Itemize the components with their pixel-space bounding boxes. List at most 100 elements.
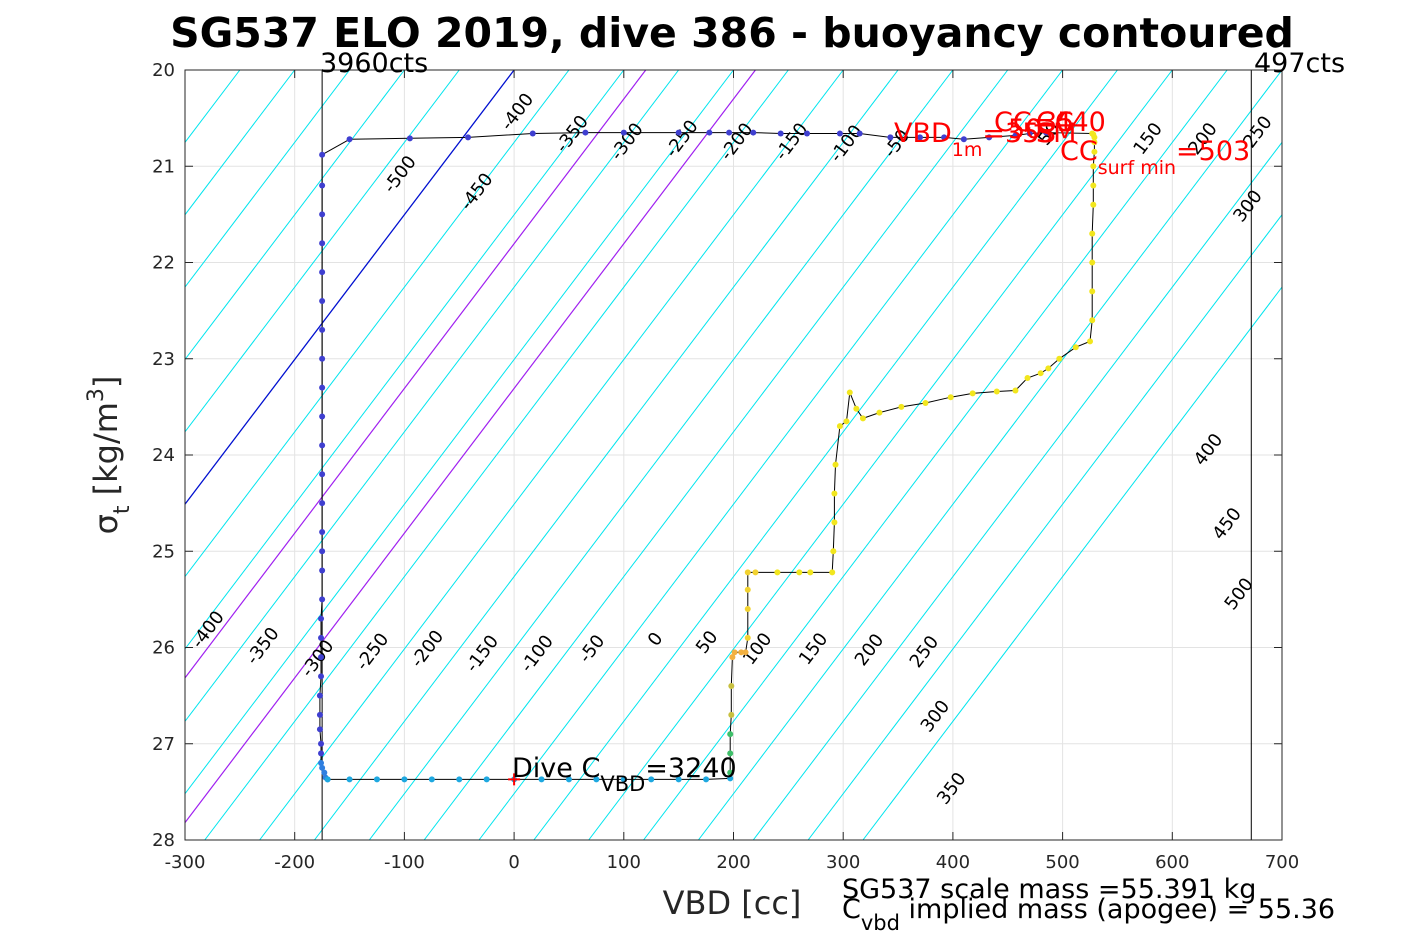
descent-point xyxy=(319,764,326,771)
contour-line xyxy=(423,70,1009,840)
ascent-point xyxy=(859,415,866,422)
implied-mass-label: Cvbd implied mass (apogee) = 55.36 xyxy=(842,894,1335,935)
ascent-point xyxy=(1012,387,1019,394)
x-tick-label: 500 xyxy=(1045,852,1079,873)
bottom-trace xyxy=(327,777,731,780)
y-axis-label: σt [kg/m3] xyxy=(84,376,135,535)
contour-line xyxy=(697,70,1282,840)
y-ticks: 20 21 22 23 24 25 26 27 28 xyxy=(152,60,1282,851)
surface-point xyxy=(726,129,733,136)
contour-line xyxy=(204,70,789,840)
ascent-point xyxy=(876,409,883,416)
bottom-point xyxy=(346,776,353,783)
dive-cvbd-label: Dive CVBD=3240 xyxy=(512,753,737,796)
ascent-point xyxy=(831,490,838,497)
ascent-point xyxy=(727,731,734,738)
ascent-point xyxy=(774,569,781,576)
ascent-point xyxy=(831,519,838,526)
descent-point xyxy=(319,384,326,391)
contour-line xyxy=(314,70,899,840)
surface-point xyxy=(406,135,413,142)
bottom-point xyxy=(428,776,435,783)
surface-trace xyxy=(349,132,1047,140)
data-series xyxy=(316,129,1098,786)
value-35-label: 35 xyxy=(1040,107,1074,138)
ascent-point xyxy=(830,548,837,555)
x-tick-label: 700 xyxy=(1265,852,1299,873)
ascent-point xyxy=(846,389,853,396)
ascent-point xyxy=(1056,355,1063,362)
surface-point xyxy=(916,134,923,141)
descent-point xyxy=(319,269,326,276)
bottom-point xyxy=(565,776,572,783)
bottom-point xyxy=(648,776,655,783)
y-tick-label: 26 xyxy=(152,638,175,659)
descent-point xyxy=(319,413,326,420)
x-tick-label: 600 xyxy=(1155,852,1189,873)
contour-line xyxy=(185,70,405,361)
descent-point xyxy=(319,471,326,478)
bottom-point xyxy=(593,776,600,783)
x-tick-label: 100 xyxy=(607,852,641,873)
ascent-point xyxy=(947,394,954,401)
descent-point xyxy=(316,711,323,718)
surface-point xyxy=(836,130,843,137)
ascent-point xyxy=(1091,148,1098,155)
ascent-point xyxy=(1090,182,1097,189)
bottom-point xyxy=(324,776,331,783)
contour-line xyxy=(533,70,1118,840)
descent-point xyxy=(319,442,326,449)
ascent-point xyxy=(744,569,751,576)
count-label-right: 497cts xyxy=(1254,48,1345,79)
surface-point xyxy=(803,130,810,137)
ascent-point xyxy=(1089,130,1096,137)
x-tick-label: 200 xyxy=(716,852,750,873)
contour-line xyxy=(185,70,625,650)
ascent-point xyxy=(1045,365,1052,372)
x-tick-label: 400 xyxy=(936,852,970,873)
red-annotations: CC=440 VBD1m=353 CCsurf min=503 SM CC 35… xyxy=(894,107,1250,179)
surface-point xyxy=(675,129,682,136)
contour-line-zero xyxy=(185,70,515,506)
surface-point xyxy=(960,136,967,143)
descent-point xyxy=(321,769,328,776)
value-50-label: 50 xyxy=(1008,114,1042,145)
contour-line xyxy=(862,286,1282,840)
bottom-point xyxy=(538,776,545,783)
ascent-point xyxy=(969,390,976,397)
x-tick-label: -300 xyxy=(165,852,206,873)
surface-point xyxy=(529,130,536,137)
contour-line-magenta xyxy=(185,70,647,679)
contour-line xyxy=(368,70,954,840)
ascent-point xyxy=(752,569,759,576)
y-tick-label: 28 xyxy=(152,830,175,851)
descent-point xyxy=(319,500,326,507)
ascent-point xyxy=(843,418,850,425)
ascent-point xyxy=(1090,201,1097,208)
ascent-point xyxy=(853,405,860,412)
y-tick-label: 27 xyxy=(152,734,175,755)
ascent-point xyxy=(922,400,929,407)
surface-point xyxy=(620,129,627,136)
descent-point xyxy=(318,760,325,766)
descent-point xyxy=(318,634,325,641)
ascent-point xyxy=(742,649,749,656)
contour-line xyxy=(752,141,1282,840)
count-label-left: 3960cts xyxy=(320,48,428,79)
bottom-point xyxy=(373,776,380,783)
connector-trace xyxy=(321,138,350,156)
ascent-point xyxy=(729,654,736,661)
descent-point xyxy=(318,740,325,747)
ascent-point xyxy=(1089,317,1096,324)
ascent-point xyxy=(807,569,814,576)
surface-point xyxy=(887,134,894,141)
contour-line xyxy=(185,70,460,433)
descent-point xyxy=(316,726,323,733)
ascent-point xyxy=(1089,259,1096,266)
ascent-point xyxy=(836,423,843,430)
descent-point xyxy=(319,567,326,574)
ascent-point xyxy=(1087,338,1094,345)
descent-point xyxy=(316,692,323,699)
surface-point xyxy=(750,129,757,136)
contour-line xyxy=(478,70,1063,840)
